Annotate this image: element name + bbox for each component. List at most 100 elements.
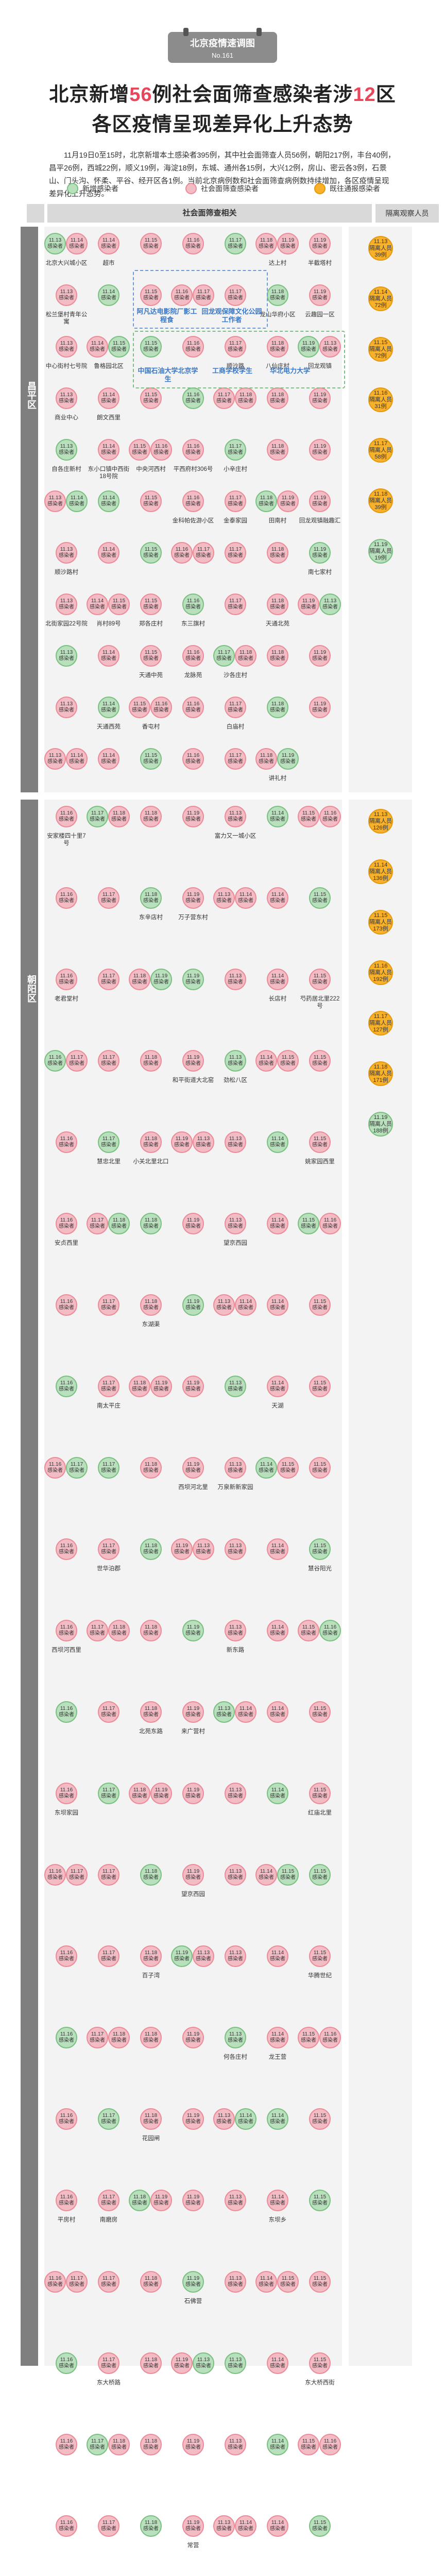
infection-dot: 11.13 感染者 bbox=[225, 2352, 246, 2374]
isolation-cell: 11.17 隔离人员 127例 bbox=[359, 1007, 401, 1058]
infection-dot: 11.16 感染者 bbox=[56, 1376, 77, 1397]
place-cell: 11.13 感染者 bbox=[214, 2349, 256, 2401]
infection-dot: 11.18 感染者 bbox=[140, 1131, 162, 1153]
place-label: 新东路 bbox=[226, 1647, 245, 1653]
place-label: 西坝河西里 bbox=[52, 1647, 81, 1653]
place-cell: 11.19 感染者 来广营村 bbox=[172, 1698, 214, 1750]
place-cell: 11.19 感染者 11.13 感染者 回龙观镇 bbox=[298, 333, 341, 384]
infection-dot: 11.19 感染者 bbox=[277, 748, 299, 770]
infection-dot: 11.13 感染者 bbox=[56, 336, 77, 358]
place-cell: 11.14 感染者 东坝乡 bbox=[256, 2187, 299, 2238]
infection-dot: 11.16 感染者 bbox=[171, 542, 193, 564]
place-cell: 11.17 感染者 世华泊郡 bbox=[88, 1535, 130, 1587]
infection-dot: 11.16 感染者 bbox=[319, 2434, 341, 2455]
place-label: 百子湾 bbox=[142, 1973, 160, 1979]
place-cell: 11.18 感染者 11.19 感染者 田南村 bbox=[255, 487, 299, 539]
intro-paragraph: 11月19日0至15时，北京新增本土感染者395例，其中社会面筛查人员56例，朝… bbox=[49, 151, 396, 198]
infection-dot: 11.14 感染者 bbox=[66, 233, 88, 255]
place-cell: 11.15 感染者 bbox=[130, 384, 172, 436]
place-cell: 11.14 感染者 bbox=[256, 884, 299, 936]
place-cell: 11.13 感染者 11.14 感染者 北京大兴城小区 bbox=[44, 230, 88, 281]
infection-dot: 11.18 感染者 bbox=[140, 1050, 162, 1072]
infection-dot: 11.18 感染者 bbox=[267, 645, 288, 667]
place-cell: 11.13 感染者 万泉新新家园 bbox=[214, 1454, 256, 1505]
cluster-box bbox=[133, 270, 268, 329]
place-label: 郑各庄村 bbox=[139, 621, 163, 627]
place-cell: 11.18 感染者 百子湾 bbox=[130, 1942, 172, 1994]
infection-dot: 11.18 感染者 bbox=[267, 387, 288, 409]
infection-dot: 11.19 感染者 bbox=[182, 1701, 204, 1723]
infection-dot: 11.17 感染者 bbox=[225, 439, 246, 461]
infection-dot: 11.13 感染者 bbox=[225, 1783, 246, 1804]
place-cell: 11.15 感染者 红庙北里 bbox=[299, 1780, 341, 1831]
place-cell: 11.18 感染者 bbox=[256, 384, 299, 436]
place-label: 鲁格园北区 bbox=[94, 363, 124, 369]
place-label: 讲礼村 bbox=[268, 775, 287, 782]
place-label: 北街家园22号院 bbox=[45, 621, 88, 627]
infection-dot: 11.17 感染者 bbox=[98, 1294, 119, 1316]
isolation-dot: 11.14 隔离人员 72例 bbox=[368, 286, 393, 311]
place-cell: 11.17 感染者 11.18 感染者 沙各庄村 bbox=[213, 642, 256, 693]
infection-dot: 11.19 感染者 bbox=[182, 2108, 204, 2130]
infection-dot: 11.13 感染者 bbox=[213, 1701, 235, 1723]
place-label: 云趣园一区 bbox=[305, 312, 335, 318]
headline-text: 区 bbox=[375, 84, 396, 106]
place-cell: 11.13 感染者 bbox=[214, 965, 256, 1017]
isolation-cell: 11.19 隔离人员 188例 bbox=[359, 1108, 401, 1159]
place-cell: 11.14 感染者 bbox=[256, 1128, 299, 1180]
infection-dot: 11.19 感染者 bbox=[182, 1376, 204, 1397]
infection-dot: 11.19 感染者 bbox=[298, 336, 319, 358]
infection-dot: 11.13 感染者 bbox=[56, 594, 77, 615]
place-cell: 11.14 感染者 bbox=[256, 1698, 299, 1750]
cluster-tag: 回龙观保障文化公园工作者 bbox=[201, 308, 262, 324]
infection-dot: 11.15 感染者 bbox=[309, 1701, 331, 1723]
isolation-dot: 11.14 隔离人员 136例 bbox=[368, 859, 393, 884]
infection-dot: 11.13 感染者 bbox=[225, 1457, 246, 1479]
infection-dot: 11.15 感染者 bbox=[309, 2108, 331, 2130]
place-cell: 11.19 感染者 西坝河北里 bbox=[172, 1454, 214, 1505]
place-cell: 11.14 感染者 bbox=[88, 642, 130, 693]
infection-dot: 11.17 感染者 bbox=[98, 969, 119, 990]
infection-dot: 11.14 感染者 bbox=[98, 748, 119, 770]
place-label: 商业中心 bbox=[55, 415, 78, 421]
infection-dot: 11.13 感染者 bbox=[225, 1050, 246, 1072]
infection-dot: 11.15 感染者 bbox=[309, 1538, 331, 1560]
place-cell: 11.18 感染者 bbox=[256, 693, 299, 745]
place-cell: 11.18 感染者 bbox=[130, 2268, 172, 2319]
cluster-tag: 工商学校学生 bbox=[212, 367, 252, 375]
place-cell: 11.17 感染者 bbox=[214, 539, 256, 590]
place-cell: 11.15 感染者 bbox=[299, 2187, 341, 2238]
place-cell: 11.17 感染者 慧忠北里 bbox=[88, 1128, 130, 1180]
infection-dot: 11.19 感染者 bbox=[277, 490, 299, 512]
infection-dot: 11.18 感染者 bbox=[267, 594, 288, 615]
place-cell: 11.19 感染者 11.13 感染者 bbox=[171, 1128, 214, 1180]
place-cell: 11.16 感染者 bbox=[172, 230, 214, 281]
infection-dot: 11.17 感染者 bbox=[193, 284, 214, 306]
infection-dot: 11.15 感染者 bbox=[309, 1864, 331, 1886]
infection-dot: 11.13 感染者 bbox=[193, 1538, 214, 1560]
place-label: 天通中苑 bbox=[139, 672, 163, 679]
place-cell: 11.13 感染者 bbox=[214, 2268, 256, 2319]
place-cell: 11.15 感染者 芍药居北里222号 bbox=[299, 965, 341, 1017]
infection-dot: 11.17 感染者 bbox=[98, 1457, 119, 1479]
infection-dot: 11.13 感染者 bbox=[56, 284, 77, 306]
place-label: 天通西苑 bbox=[97, 724, 121, 730]
isolation-dot: 11.15 隔离人员 173例 bbox=[368, 910, 393, 935]
infection-dot: 11.13 感染者 bbox=[225, 806, 246, 827]
place-cell: 11.16 感染者 11.17 感染者 bbox=[44, 1861, 88, 1912]
place-cell: 11.14 感染者 bbox=[256, 1210, 299, 1261]
place-label: 回龙观镇 bbox=[308, 363, 332, 369]
infection-dot: 11.16 感染者 bbox=[56, 1945, 77, 1967]
infection-dot: 11.14 感染者 bbox=[267, 2027, 288, 2048]
place-cell: 11.18 感染者 bbox=[130, 2349, 172, 2401]
place-cell: 11.17 感染者 小辛庄村 bbox=[214, 436, 256, 487]
infection-dot: 11.15 感染者 bbox=[140, 748, 162, 770]
infection-dot: 11.19 感染者 bbox=[309, 490, 331, 512]
infection-dot: 11.16 感染者 bbox=[56, 2027, 77, 2048]
infection-dot: 11.14 感染者 bbox=[267, 1131, 288, 1153]
place-cell: 11.19 感染者 bbox=[172, 2024, 214, 2075]
place-cell: 11.18 感染者 花园闸 bbox=[130, 2105, 172, 2157]
place-cell: 11.18 感染者 bbox=[130, 2512, 172, 2564]
place-cell: 11.17 感染者 bbox=[88, 1861, 130, 1912]
infection-dot: 11.14 感染者 bbox=[267, 1538, 288, 1560]
